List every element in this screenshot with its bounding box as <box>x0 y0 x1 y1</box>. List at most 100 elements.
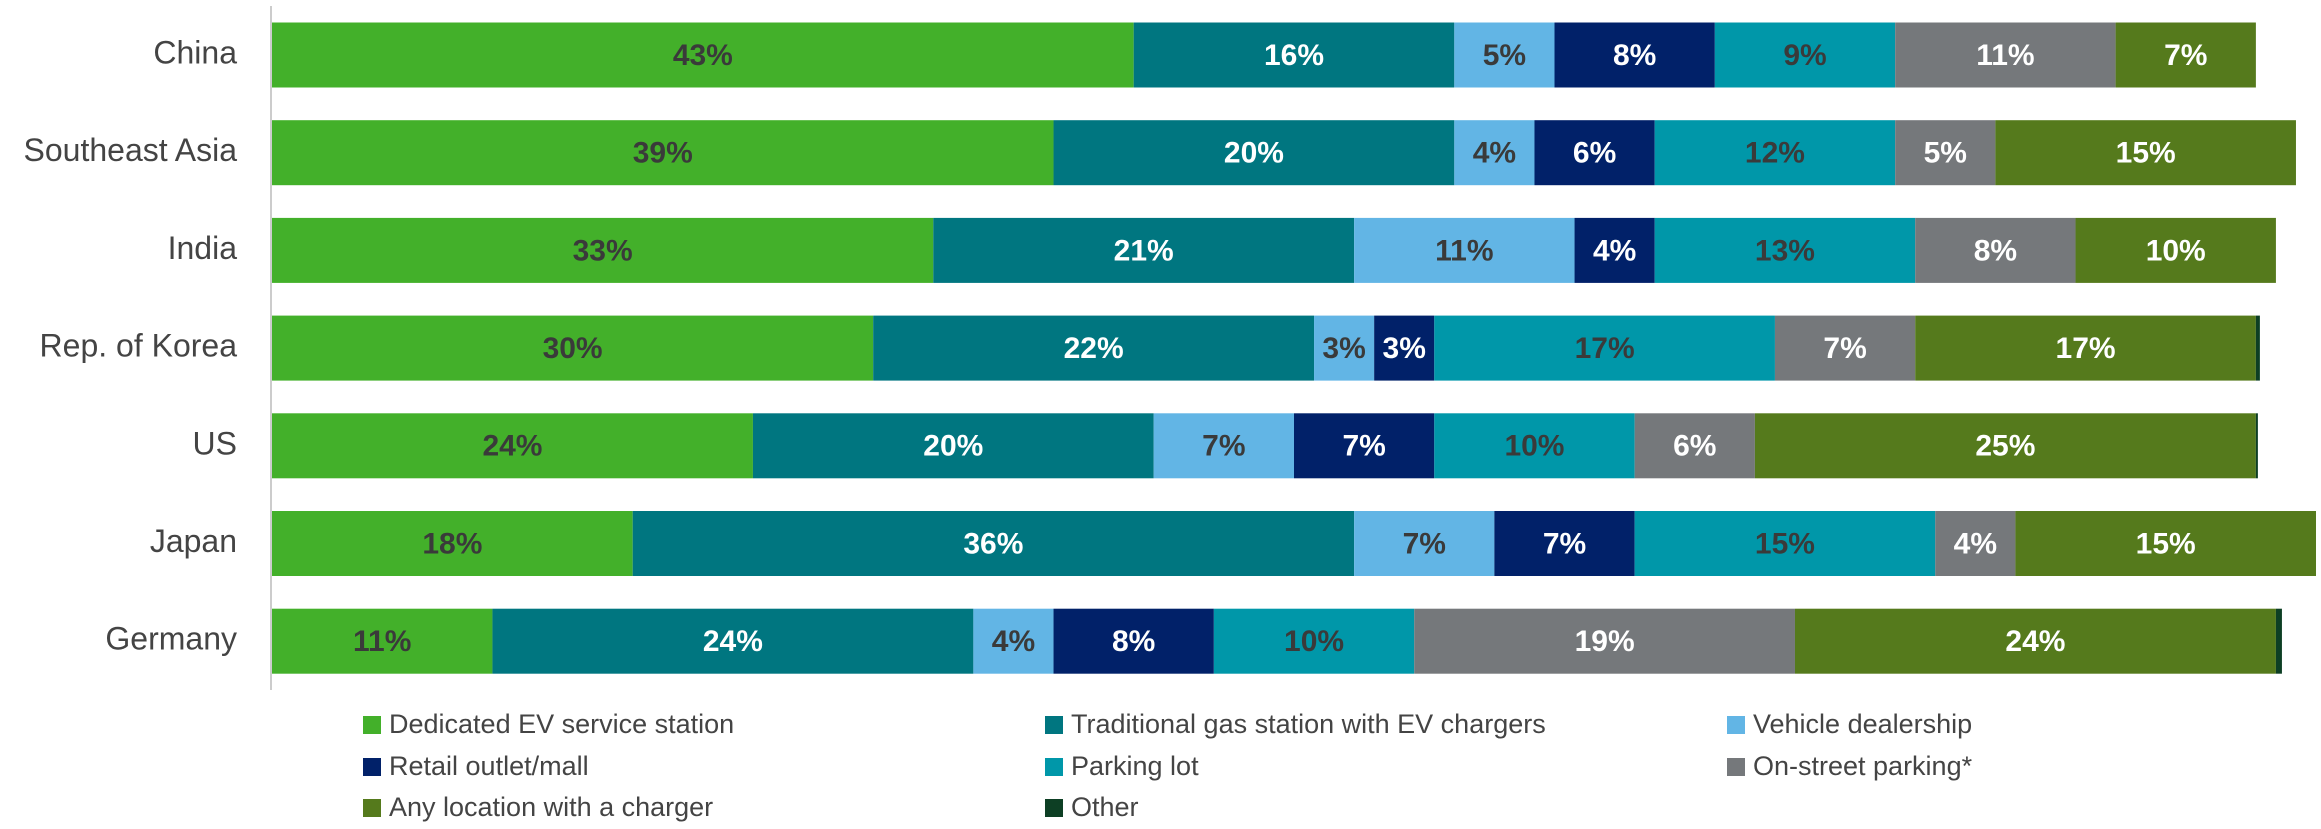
bar-segment <box>1153 413 1294 479</box>
value-label: 7% <box>1202 430 1245 463</box>
bar-segment <box>1654 120 1896 186</box>
bar-segment <box>1294 413 1435 479</box>
legend-swatch <box>363 716 381 734</box>
legend-swatch <box>1045 799 1063 817</box>
value-label: 4% <box>1954 527 1997 560</box>
bar-segment <box>1454 22 1555 88</box>
value-label: 15% <box>2136 527 2196 560</box>
bar-segment <box>1935 511 2016 576</box>
category-label: China <box>153 34 237 70</box>
bar-segment <box>1895 22 2116 88</box>
bar-segment <box>1794 608 2276 674</box>
value-label: 8% <box>1974 234 2017 267</box>
bar-segment <box>272 608 493 674</box>
bar-segment <box>752 413 1154 479</box>
value-label: 39% <box>633 137 693 170</box>
value-label: 24% <box>2005 625 2065 658</box>
value-label: 13% <box>1755 234 1815 267</box>
bar-segment <box>1354 511 1495 576</box>
bar-segment <box>492 608 974 674</box>
bar-segment <box>1895 120 1996 186</box>
value-label: 19% <box>1575 625 1635 658</box>
bar-segment <box>1434 413 1635 479</box>
bar-segment <box>1053 608 1214 674</box>
bar-segment <box>2115 22 2256 88</box>
bar-segment <box>272 413 753 479</box>
bar-segment <box>2275 608 2282 674</box>
category-label: Japan <box>150 523 237 559</box>
bar-segment <box>272 217 934 283</box>
bar-segment <box>1053 120 1455 186</box>
bar-segment <box>1774 315 1916 381</box>
value-label: 12% <box>1745 137 1805 170</box>
bar-segment <box>632 511 1355 576</box>
legend-label: Vehicle dealership <box>1753 709 1972 739</box>
value-label: 16% <box>1264 39 1324 72</box>
bar-segment <box>1354 217 1575 283</box>
bar-segment <box>2075 217 2276 283</box>
value-label: 36% <box>963 527 1023 560</box>
value-label: 21% <box>1114 234 1174 267</box>
legend-label: Any location with a charger <box>389 792 713 822</box>
bar-segment <box>1754 413 2256 479</box>
value-label: 7% <box>2164 39 2207 72</box>
bar-segment <box>1213 608 1415 674</box>
legend-label: Dedicated EV service station <box>389 709 734 739</box>
bar-segment <box>1454 120 1535 186</box>
value-label: 11% <box>1976 39 2034 72</box>
bar-segment <box>873 315 1315 381</box>
bar-segment <box>1534 120 1655 186</box>
value-label: 5% <box>1924 137 1967 170</box>
legend-swatch <box>363 758 381 776</box>
legend-swatch <box>1727 758 1745 776</box>
bar-segment <box>1554 22 1715 88</box>
bar-segment <box>2015 511 2316 576</box>
bar-segment <box>1494 511 1635 576</box>
category-label: Rep. of Korea <box>40 328 238 364</box>
value-label: 4% <box>992 625 1035 658</box>
value-label: 9% <box>1783 39 1826 72</box>
category-label: US <box>193 425 237 461</box>
bar-segment <box>1314 315 1375 381</box>
legend-swatch <box>1727 716 1745 734</box>
value-label: 10% <box>2146 234 2206 267</box>
value-label: 8% <box>1112 625 1155 658</box>
value-label: 11% <box>1435 234 1493 267</box>
legend-label: Other <box>1071 792 1139 822</box>
value-label: 4% <box>1473 137 1516 170</box>
value-label: 3% <box>1383 332 1426 365</box>
category-label: Southeast Asia <box>24 132 238 168</box>
bar-segment <box>2255 315 2260 381</box>
value-label: 10% <box>1284 625 1344 658</box>
bar-segment <box>272 22 1134 88</box>
bar-segment <box>272 511 633 576</box>
value-label: 4% <box>1593 234 1636 267</box>
value-label: 11% <box>353 625 411 658</box>
value-label: 43% <box>673 39 733 72</box>
value-label: 30% <box>543 332 603 365</box>
bar-segment <box>1915 315 2256 381</box>
bar-segment <box>1995 120 2296 186</box>
legend-swatch <box>1045 716 1063 734</box>
bar-segment <box>272 315 874 381</box>
value-label: 20% <box>923 430 983 463</box>
legend-label: Retail outlet/mall <box>389 751 589 781</box>
value-label: 33% <box>573 234 633 267</box>
bar-segment <box>1634 413 1755 479</box>
value-label: 10% <box>1504 430 1564 463</box>
bar-segment <box>1434 315 1775 381</box>
legend-swatch <box>363 799 381 817</box>
value-label: 7% <box>1403 527 1446 560</box>
value-label: 7% <box>1543 527 1586 560</box>
bar-segment <box>1915 217 2076 283</box>
value-label: 6% <box>1573 137 1616 170</box>
value-label: 18% <box>422 527 482 560</box>
bar-segment <box>933 217 1355 283</box>
value-label: 17% <box>1575 332 1635 365</box>
bar-segment <box>1414 608 1795 674</box>
bar-segment <box>272 120 1054 186</box>
bar-segment <box>1714 22 1896 88</box>
bar-segment <box>1654 217 1916 283</box>
value-label: 6% <box>1673 430 1716 463</box>
